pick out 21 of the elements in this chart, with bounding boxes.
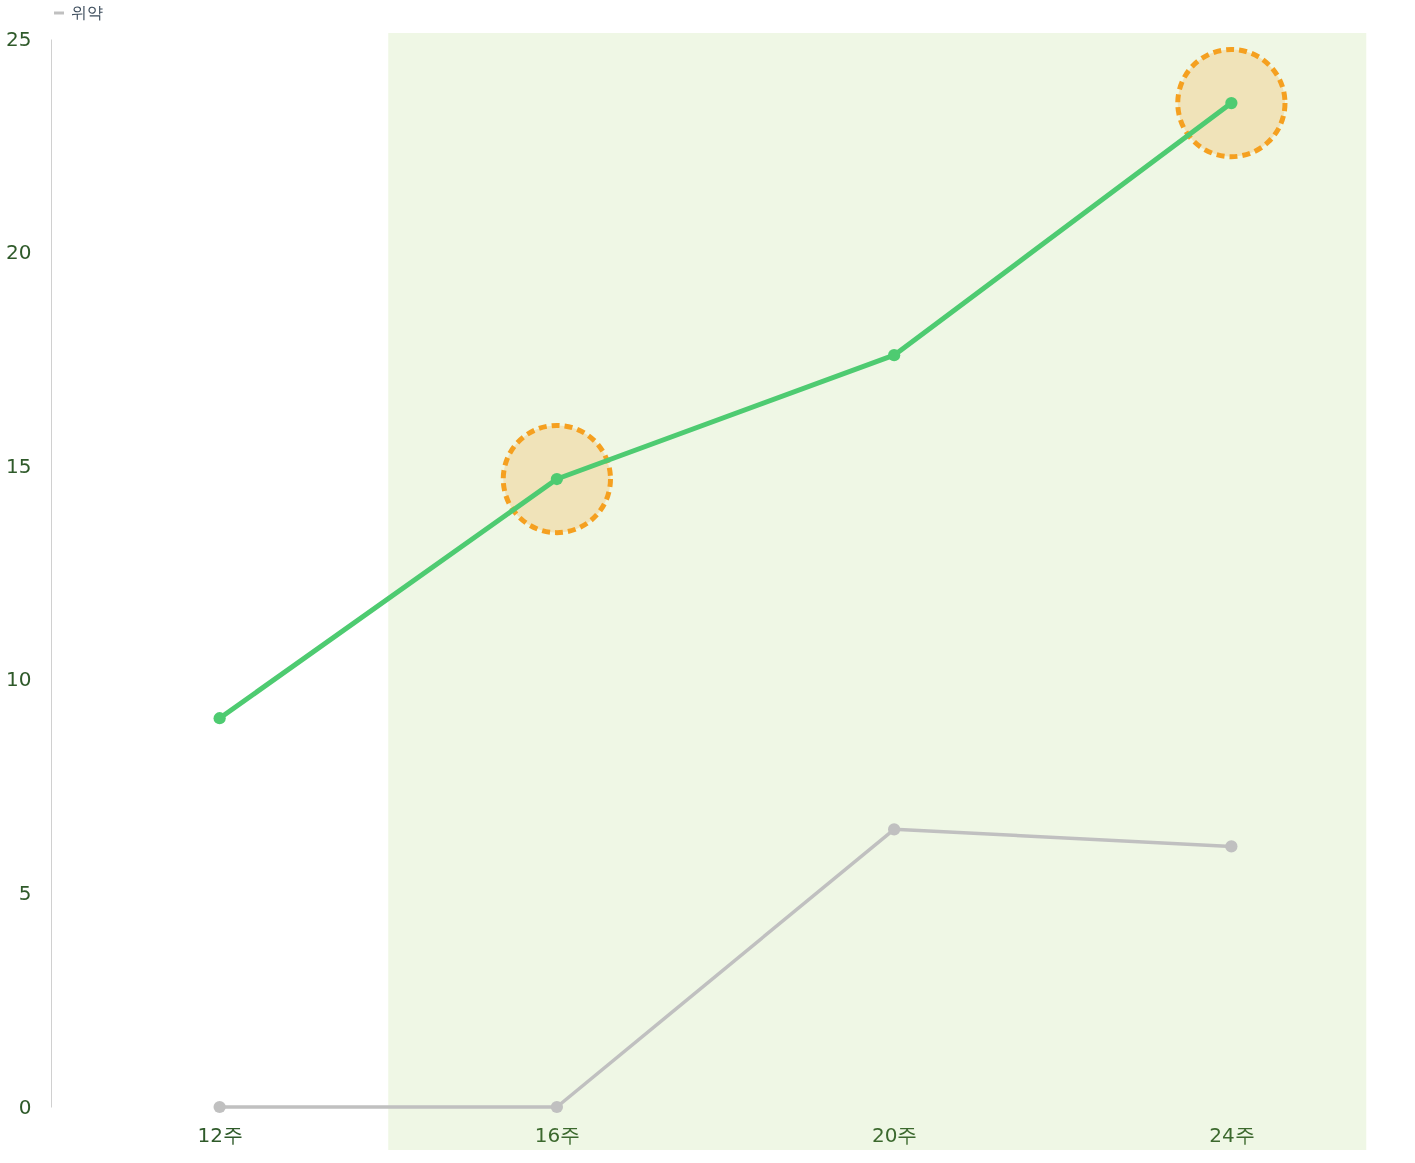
point: [213, 712, 226, 725]
y-tick-label: 10: [6, 667, 32, 692]
point: [550, 1100, 563, 1114]
point: [1225, 840, 1238, 853]
point: [213, 1100, 226, 1114]
point: [550, 472, 563, 486]
legend-label: 위약: [71, 3, 103, 22]
point: [1175, 47, 1288, 160]
y-tick-label: 5: [18, 880, 32, 905]
y-tick-label: 0: [18, 1094, 32, 1119]
x-tick-label: 12주: [197, 1122, 243, 1147]
x-tick-label: 24주: [1209, 1122, 1255, 1147]
y-tick-label: 25: [6, 26, 32, 51]
point: [1225, 96, 1238, 110]
point: [888, 823, 901, 836]
x-tick-label: 20주: [871, 1122, 918, 1147]
x-tick-label: 16주: [534, 1122, 581, 1147]
y-tick-label: 15: [6, 453, 32, 478]
y-tick-label: 20: [6, 240, 32, 265]
point: [888, 349, 901, 362]
point: [500, 423, 613, 536]
